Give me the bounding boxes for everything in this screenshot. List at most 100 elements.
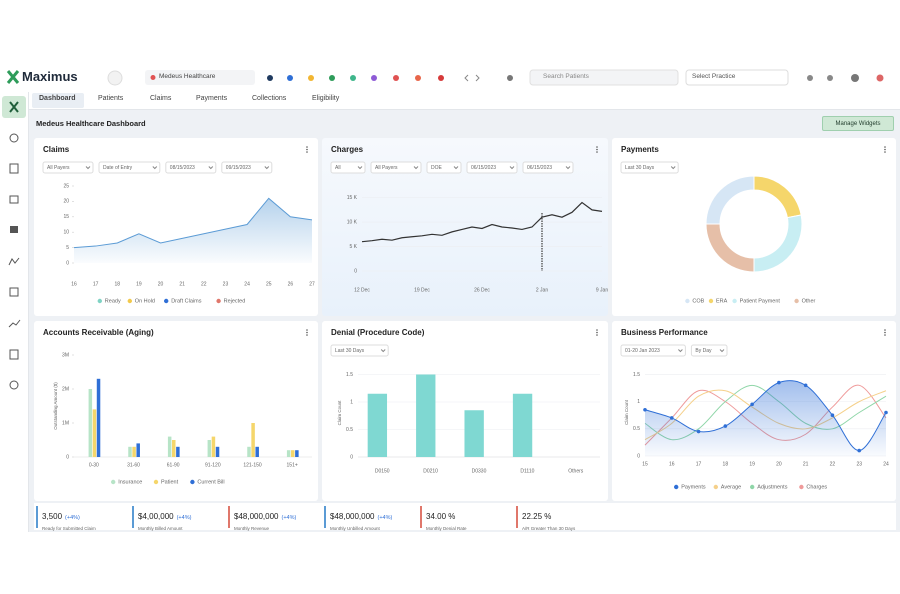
sidebar-icon[interactable] <box>9 163 19 174</box>
menu-dot[interactable] <box>306 334 308 336</box>
filter-select[interactable] <box>330 161 366 174</box>
app-dot[interactable] <box>267 75 273 81</box>
charges-panel: Charges All All Payers DOE 06/15/2023 06/15/2… <box>322 138 608 316</box>
filter-select[interactable] <box>370 161 422 174</box>
menu-dot[interactable] <box>884 334 886 336</box>
practice-select[interactable] <box>685 69 789 86</box>
filter-select[interactable] <box>466 161 518 174</box>
legend-swatch <box>713 484 718 490</box>
bar <box>128 446 132 457</box>
menu-dot[interactable] <box>884 146 886 148</box>
dashboard-title[interactable]: Medeus Healthcare Dashboard <box>36 119 146 128</box>
menu-dot[interactable] <box>306 329 308 331</box>
filter-select[interactable] <box>690 344 728 357</box>
menu-dot[interactable] <box>596 334 598 336</box>
y-axis-label: Claim Count <box>337 400 342 426</box>
donut-slice <box>705 175 755 225</box>
filter-select[interactable] <box>522 161 574 174</box>
app-dot[interactable] <box>350 75 356 81</box>
sidebar-icon[interactable] <box>9 195 19 204</box>
nav-tab[interactable]: Payments <box>196 95 228 102</box>
sidebar-icon[interactable] <box>9 133 19 143</box>
line <box>644 380 887 452</box>
home-button[interactable] <box>107 70 123 86</box>
bar <box>464 410 484 457</box>
y-tick-label: 0 <box>66 260 69 266</box>
app-dot[interactable] <box>438 75 444 81</box>
menu-dot[interactable] <box>884 148 886 151</box>
sidebar-icon[interactable] <box>9 380 19 390</box>
gear-icon[interactable] <box>851 74 859 82</box>
menu-dot[interactable] <box>596 329 598 331</box>
filter-select[interactable] <box>620 344 686 357</box>
y-tick-label: 0 <box>354 268 357 274</box>
scroll-arrows[interactable] <box>464 74 480 82</box>
app-dot[interactable] <box>308 75 314 81</box>
settings-icon[interactable] <box>507 75 513 81</box>
menu-dot[interactable] <box>884 331 886 334</box>
sidebar-icon[interactable] <box>8 319 21 328</box>
x-tick-label: 21 <box>179 281 185 287</box>
nav-tab[interactable]: Eligibility <box>312 95 340 102</box>
app-dot[interactable] <box>287 75 293 81</box>
stat-card: $4,00,000 (+4%) Monthly Billed Amount <box>132 506 191 531</box>
sidebar-icon[interactable] <box>9 287 19 297</box>
logo: Maximus <box>22 69 78 84</box>
app-dot[interactable] <box>393 75 399 81</box>
bar <box>291 450 295 457</box>
sidebar-icon[interactable] <box>9 349 19 360</box>
x-tick-label: 15 <box>642 461 648 467</box>
legend-swatch <box>708 298 714 304</box>
bell-icon[interactable] <box>807 75 813 81</box>
filter-select[interactable] <box>42 161 94 174</box>
menu-dot[interactable] <box>596 151 598 153</box>
x-tick-label: 91-120 <box>205 462 221 468</box>
search-box[interactable] <box>529 69 679 86</box>
filter-select[interactable] <box>620 161 679 174</box>
menu-dot[interactable] <box>306 151 308 153</box>
sidebar-icon[interactable] <box>10 226 18 233</box>
donut-slice <box>753 175 802 219</box>
filter-caret <box>380 349 386 353</box>
filter-caret <box>85 166 91 170</box>
legend-label: Patient Payment <box>740 298 781 304</box>
menu-dot[interactable] <box>306 148 308 151</box>
stat-row: 22.25 % <box>522 506 575 524</box>
nav-tab[interactable]: Patients <box>98 95 124 102</box>
y-tick-label: 15 K <box>347 195 358 201</box>
menu-dot[interactable] <box>306 331 308 334</box>
filter-select[interactable] <box>165 161 217 174</box>
app-dot[interactable] <box>371 75 377 81</box>
x-tick-label: 20 <box>158 281 164 287</box>
menu-dot[interactable] <box>306 146 308 148</box>
bar <box>92 409 97 457</box>
menu-dot[interactable] <box>596 148 598 151</box>
help-icon[interactable] <box>827 75 833 81</box>
nav-tab[interactable]: Dashboard <box>39 95 76 102</box>
menu-dot[interactable] <box>596 331 598 334</box>
point <box>857 448 862 453</box>
app-dot[interactable] <box>329 75 335 81</box>
tab-icon <box>150 75 156 80</box>
y-axis-label: Claim Count <box>624 399 629 425</box>
browser-tab[interactable] <box>145 70 255 85</box>
menu-dot[interactable] <box>884 329 886 331</box>
app-dot[interactable] <box>415 75 421 81</box>
filter-select[interactable] <box>221 161 273 174</box>
legend-label: Ready <box>105 298 121 304</box>
legend-swatch <box>127 298 132 304</box>
nav-tab[interactable]: Claims <box>150 95 172 102</box>
filter-select[interactable] <box>330 344 389 357</box>
bar <box>88 389 93 457</box>
menu-dot[interactable] <box>884 151 886 153</box>
sidebar-icon[interactable] <box>8 257 20 266</box>
y-tick-label: 25 <box>63 183 69 189</box>
nav-tab[interactable]: Collections <box>252 95 287 102</box>
aging-panel: Accounts Receivable (Aging) 0 1M 2M 3M Outsta… <box>34 321 318 501</box>
user-icon[interactable] <box>876 74 884 82</box>
menu-dot[interactable] <box>596 146 598 148</box>
sidebar-icon[interactable] <box>9 101 19 113</box>
filter-select[interactable] <box>426 161 462 174</box>
manage-widgets-button[interactable]: Manage Widgets <box>822 116 894 131</box>
filter-select[interactable] <box>98 161 161 174</box>
